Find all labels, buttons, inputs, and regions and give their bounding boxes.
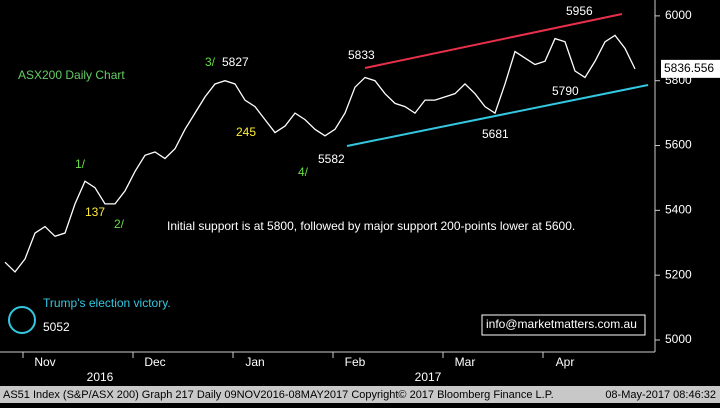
last-value-box (661, 59, 720, 78)
y-tick-label: 5400 (665, 203, 692, 217)
annotation: 1/ (75, 157, 86, 171)
y-tick-label: 5200 (665, 267, 692, 281)
annotation: 3/ (205, 55, 216, 69)
annotation: 5956 (566, 4, 593, 18)
annotation: 5833 (348, 48, 375, 62)
year-label: 2017 (415, 370, 442, 384)
year-label: 2016 (87, 370, 114, 384)
contact-box (481, 314, 646, 336)
footer-bar (0, 386, 720, 403)
chart-title: ASX200 Daily Chart (18, 68, 125, 82)
annotation: 2/ (114, 217, 125, 231)
annotation: 245 (236, 125, 256, 139)
y-tick-label: 6000 (665, 8, 692, 22)
highlight-circle (8, 306, 36, 334)
x-tick-label: Apr (556, 355, 575, 369)
annotation: 5052 (43, 320, 70, 334)
x-tick-label: Mar (455, 355, 476, 369)
last-value-label: 5836.556 (664, 61, 714, 75)
y-tick-label: 5000 (665, 332, 692, 346)
x-tick-label: Dec (144, 355, 165, 369)
support-line (346, 84, 649, 147)
annotation: 5582 (318, 152, 345, 166)
annotation: 5827 (222, 55, 249, 69)
annotation: 5681 (482, 127, 509, 141)
x-tick-label: Jan (245, 355, 264, 369)
resistance-line (364, 13, 623, 69)
footer-left: AS51 Index (S&P/ASX 200) Graph 217 Daily… (3, 389, 554, 401)
x-tick-label: Feb (345, 355, 366, 369)
contact: info@marketmatters.com.au (486, 317, 637, 331)
x-tick-label: Nov (34, 355, 55, 369)
footer-right: 08-May-2017 08:46:32 (605, 389, 716, 401)
annotation: Trump's election victory. (43, 296, 171, 310)
annotation: 5790 (552, 84, 579, 98)
y-tick-label: 5600 (665, 138, 692, 152)
annotation: 4/ (298, 165, 309, 179)
annotation: Initial support is at 5800, followed by … (167, 219, 575, 233)
price-line (4, 34, 636, 273)
annotation: 137 (85, 205, 105, 219)
